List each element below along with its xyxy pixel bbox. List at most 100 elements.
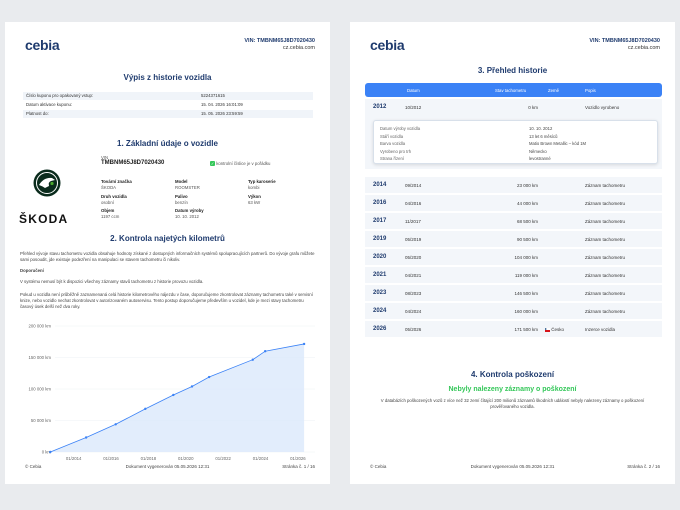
info-row: Číslo kuponu pro opakovaný vstup: 5224371… xyxy=(23,92,313,100)
x-tick-label: 01/2014 xyxy=(66,456,82,460)
row-year: 2023 xyxy=(373,290,387,296)
row-date: 09/2014 xyxy=(405,183,422,188)
detail-value: 10. 10. 2012 xyxy=(529,126,553,131)
vin-label: VIN xyxy=(101,155,109,160)
info-value: 15. 04. 2026 16:01:09 xyxy=(201,102,243,107)
row-km: 160 000 km xyxy=(514,309,538,314)
mileage-chart: 0 km 50 000 km 100 000 km 150 000 km 200 000… xyxy=(29,324,315,460)
row-year: 2020 xyxy=(373,254,387,260)
row-desc: Záznam tachometru xyxy=(585,183,626,188)
damage-text: V databázích poškozených vozů z více než… xyxy=(380,398,645,409)
history-row[interactable]: 2023 08/2023 146 500 km Záznam tachometru xyxy=(365,285,662,301)
history-row[interactable]: 2021 04/2021 119 000 km Záznam tachometru xyxy=(365,267,662,283)
row-desc: Vozidlo vyrobeno xyxy=(585,105,620,110)
info-label: Platnost do: xyxy=(26,111,49,116)
field-value: osobní xyxy=(101,199,114,205)
recommendation-heading: Doporučení xyxy=(20,268,44,273)
vin-header-vin: VIN: TMBNM65J8D7020430 xyxy=(244,38,315,44)
row-desc: Záznam tachometru xyxy=(585,291,626,296)
report-page-1: cebia VIN: TMBNM65J8D7020430 cz.cebia.co… xyxy=(5,22,330,484)
field-value: 63 kW xyxy=(248,199,261,205)
info-label: Datum aktivace kuponu: xyxy=(26,102,73,107)
info-label: Číslo kuponu pro opakovaný vstup: xyxy=(26,93,94,98)
detail-label: Vyrobeno pro trh xyxy=(380,148,412,154)
field-label: Druh vozidla xyxy=(101,194,127,199)
info-row: Datum aktivace kuponu: 15. 04. 2026 16:01… xyxy=(23,101,313,109)
section-3-title: 3. Přehled historie xyxy=(477,66,548,75)
y-tick-label: 0 km xyxy=(42,450,52,455)
field-value: ŠKODA xyxy=(101,184,117,190)
footer-left: © Cebia xyxy=(25,464,42,469)
row-km: 146 500 km xyxy=(514,291,538,296)
mileage-point xyxy=(144,407,147,411)
footer-left: © Cebia xyxy=(370,464,387,469)
skoda-logo-icon xyxy=(33,169,61,197)
x-tick-label: 01/2018 xyxy=(141,456,157,460)
y-tick-label: 100 000 km xyxy=(29,387,52,392)
col-country: Země xyxy=(548,87,559,93)
row-year: 2024 xyxy=(373,308,387,314)
col-km: Stav tachometru xyxy=(495,87,527,93)
report-page-2: cebia VIN: TMBNM65J8D7020430 cz.cebia.co… xyxy=(350,22,675,484)
vin-header-site: cz.cebia.com xyxy=(282,45,315,51)
row-desc: Záznam tachometru xyxy=(585,201,626,206)
field-label: Palivo xyxy=(175,194,188,199)
detail-value: levostranné xyxy=(529,156,551,161)
mileage-point xyxy=(207,375,211,379)
row-km: 23 000 km xyxy=(516,183,538,188)
detail-value: 13 let 6 měsíců xyxy=(529,133,558,139)
row-desc: Záznam tachometru xyxy=(585,255,626,260)
vin-check: ✓ kontrolní číslice je v pořádku xyxy=(210,161,270,167)
section-1-title: 1. Základní údaje o vozidle xyxy=(117,139,218,148)
row-km: 44 000 km xyxy=(516,201,538,206)
footer-page-number: Stránka č. 1 / 16 xyxy=(282,464,315,469)
vin-value: TMBNM65J8D7020430 xyxy=(101,160,165,166)
detail-value: Německo xyxy=(529,148,547,154)
mileage-point xyxy=(302,342,306,346)
row-date: 04/2016 xyxy=(405,201,422,206)
row-km: 90 500 km xyxy=(516,237,538,242)
field-label: Objem xyxy=(101,208,115,213)
detail-value: Matio Brown Metallic – kód 1M xyxy=(529,141,587,146)
km-intro-text: Přehled vývoje stavu tachometru vozidla … xyxy=(20,251,315,262)
field-value: ROOMSTER xyxy=(175,184,200,190)
history-row[interactable]: 2014 09/2014 23 000 km Záznam tachometru xyxy=(365,177,662,193)
info-row: Platnost do: 15. 05. 2026 23:59:59 xyxy=(23,110,313,118)
x-tick-label: 01/2026 xyxy=(290,456,306,460)
row-date: 05/2019 xyxy=(405,237,422,242)
detail-label: Barva vozidla xyxy=(380,141,406,146)
vin-header-site: cz.cebia.com xyxy=(627,45,660,51)
check-icon: ✓ xyxy=(210,161,215,167)
history-row[interactable]: 2016 04/2016 44 000 km Záznam tachometru xyxy=(365,195,662,211)
section-4-title: 4. Kontrola poškození xyxy=(470,370,555,379)
history-row[interactable]: 2017 11/2017 68 500 km Záznam tachometru xyxy=(365,213,662,229)
field-label: Datum výroby xyxy=(175,208,204,213)
mileage-point xyxy=(263,350,267,353)
x-tick-label: 01/2022 xyxy=(215,456,231,460)
row-year: 2026 xyxy=(373,326,387,332)
col-date: Datum xyxy=(407,87,420,93)
history-row[interactable]: 2026 05/2026 171 500 km Česko Inzerce vozid… xyxy=(365,321,662,337)
row-year: 2014 xyxy=(373,182,387,188)
row-country-text: Česko xyxy=(551,327,565,332)
page-title: Výpis z historie vozidla xyxy=(123,73,212,82)
mileage-area xyxy=(50,343,305,452)
row-date: 10/2012 xyxy=(405,105,422,110)
vin-header-vin: VIN: TMBNM65J8D7020430 xyxy=(589,38,660,44)
row-date: 11/2017 xyxy=(405,219,421,224)
mileage-point xyxy=(251,358,254,361)
row-date: 05/2020 xyxy=(405,255,422,260)
x-tick-label: 01/2024 xyxy=(253,456,269,460)
mileage-point xyxy=(172,393,175,397)
field-label: Výkon xyxy=(248,194,261,199)
vin-header: VIN: TMBNM65J8D7020430 cz.cebia.com xyxy=(589,38,660,52)
info-value: 15. 05. 2026 23:59:59 xyxy=(201,111,243,116)
damage-headline: Nebyly nalezeny záznamy o poškození xyxy=(448,386,577,393)
history-row[interactable]: 2024 04/2024 160 000 km Záznam tachometru xyxy=(365,303,662,319)
cebia-logo: cebia xyxy=(370,37,405,53)
history-row[interactable]: 2019 05/2019 90 500 km Záznam tachometru xyxy=(365,231,662,247)
row-desc: Záznam tachometru xyxy=(585,219,626,224)
row-km: 171 500 km xyxy=(514,327,538,332)
history-row[interactable]: 2020 05/2020 104 000 km Záznam tachometru xyxy=(365,249,662,265)
row-year: 2012 xyxy=(373,104,387,110)
